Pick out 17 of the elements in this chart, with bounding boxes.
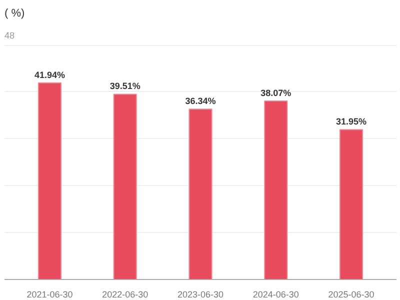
x-tick-label: 2021-06-30 [26,290,73,300]
bar [38,82,62,280]
bar [188,108,212,280]
chart-title: ( %) [4,8,25,20]
data-label: 41.94% [34,70,65,80]
x-tick-label: 2025-06-30 [328,290,374,300]
bar [113,94,137,280]
x-tick-label: 2022-06-30 [102,290,148,300]
data-label: 36.34% [185,96,216,106]
data-label: 38.07% [260,88,292,98]
x-tick-label: 2023-06-30 [177,290,224,300]
x-tick-label: 2024-06-30 [252,290,299,300]
data-label: 31.95% [336,116,367,127]
chart-subtitle: 48 [4,30,15,40]
bar [339,129,364,280]
data-label: 39.51% [110,81,140,92]
bar [264,100,288,280]
